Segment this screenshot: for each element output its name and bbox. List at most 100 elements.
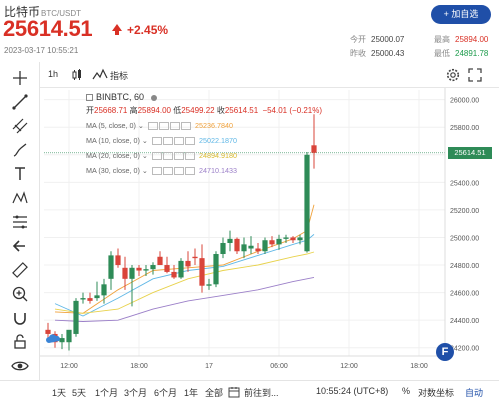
candle-body[interactable] (45, 329, 51, 334)
collapse-icon[interactable] (86, 94, 93, 102)
candle-body[interactable] (143, 269, 149, 271)
candle-body[interactable] (227, 238, 233, 243)
candle-body[interactable] (150, 265, 156, 270)
candle-body[interactable] (234, 238, 240, 252)
trend-line-icon[interactable] (10, 92, 30, 112)
candle-body[interactable] (171, 271, 177, 278)
candle-body[interactable] (276, 238, 282, 245)
indicator-icon[interactable] (92, 68, 108, 82)
range-all[interactable]: 全部 (205, 388, 224, 398)
fib-tool-icon[interactable] (10, 212, 30, 232)
candle-body[interactable] (136, 267, 142, 271)
range-3m[interactable]: 3个月 (124, 388, 148, 398)
eye-icon[interactable] (10, 356, 30, 376)
magnet-icon[interactable] (10, 308, 30, 328)
candle-body[interactable] (311, 145, 317, 153)
candle-body[interactable] (262, 240, 268, 252)
interval-selector[interactable]: 1h (48, 69, 59, 79)
candle-body[interactable] (255, 248, 261, 252)
candle-body[interactable] (213, 254, 219, 285)
candle-body[interactable] (206, 284, 212, 286)
price-header: 比特币BTC/USDT 25614.51 +2.45% 2023-03-17 1… (0, 0, 499, 62)
candle-body[interactable] (73, 300, 79, 334)
x-tick-label: 12:00 (340, 363, 358, 370)
candle-body[interactable] (59, 338, 65, 343)
text-tool-icon[interactable] (10, 164, 30, 184)
y-tick-label: 24600.00 (450, 291, 479, 298)
range-1d[interactable]: 1天 (52, 388, 67, 398)
parallel-channel-icon[interactable] (10, 116, 30, 136)
candle-body[interactable] (122, 267, 128, 279)
candle-body[interactable] (199, 258, 205, 286)
cloud-logo-icon (46, 334, 60, 343)
chart-area[interactable]: 26000.0025800.0025600.0025400.0025200.00… (40, 88, 499, 380)
y-tick-label: 24800.00 (450, 263, 479, 270)
status-dot-icon (150, 94, 157, 101)
back-arrow-icon[interactable] (10, 236, 30, 256)
brush-icon[interactable] (10, 140, 30, 160)
indicator-button[interactable]: 指标 (110, 71, 129, 81)
log-toggle[interactable]: 对数坐标 (418, 388, 455, 398)
symbol-legend: BINBTC, 60 (86, 92, 157, 102)
crosshair-icon[interactable] (10, 68, 30, 88)
candle-body[interactable] (129, 267, 135, 279)
candle-body[interactable] (157, 256, 163, 266)
lock-icon[interactable] (10, 332, 30, 352)
candle-body[interactable] (87, 298, 93, 301)
pattern-tool-icon[interactable] (10, 188, 30, 208)
x-tick-label: 18:00 (130, 363, 148, 370)
add-watchlist-button[interactable]: + 加自选 (431, 5, 491, 24)
candle-body[interactable] (164, 265, 170, 272)
range-1m[interactable]: 1个月 (95, 388, 119, 398)
ruler-icon[interactable] (10, 260, 30, 280)
y-tick-label: 25400.00 (450, 180, 479, 187)
candle-body[interactable] (241, 244, 247, 252)
candle-type-icon[interactable] (70, 68, 84, 82)
candle-body[interactable] (304, 154, 310, 252)
calendar-icon[interactable] (228, 386, 240, 398)
y-tick-label: 26000.00 (450, 98, 479, 105)
candle-body[interactable] (185, 260, 191, 267)
ma20-legend[interactable]: MA (20, close, 0) ⌄ 24894.9180 (86, 151, 237, 161)
y-tick-label: 24200.00 (450, 346, 479, 353)
symbol-label: BINBTC, 60 (96, 92, 145, 102)
ma5-legend[interactable]: MA (5, close, 0) ⌄ 25236.7840 (86, 121, 233, 131)
candle-body[interactable] (80, 298, 86, 300)
candle-body[interactable] (66, 329, 72, 343)
range-5d[interactable]: 5天 (72, 388, 87, 398)
settings-icon[interactable] (446, 68, 460, 82)
f-badge-icon[interactable]: F (436, 343, 454, 361)
candle-body[interactable] (115, 255, 121, 266)
fullscreen-icon[interactable] (468, 68, 482, 82)
candle-body[interactable] (220, 242, 226, 255)
candle-body[interactable] (283, 237, 289, 239)
stat-high: 最高 25894.00 (434, 35, 489, 44)
ma10-legend[interactable]: MA (10, close, 0) ⌄ 25022.1870 (86, 136, 237, 146)
ohlc-legend: 开25668.71 高25894.00 低25499.22 收25614.51 … (86, 106, 323, 115)
price-chart[interactable]: 26000.0025800.0025600.0025400.0025200.00… (40, 88, 499, 380)
up-arrow-icon (112, 24, 122, 35)
candle-body[interactable] (248, 245, 254, 249)
candle-body[interactable] (94, 295, 100, 299)
y-tick-label: 25800.00 (450, 125, 479, 132)
candle-body[interactable] (290, 237, 296, 241)
range-bar: 1天 5天 1个月 3个月 6个月 1年 全部 前往到... 10:55:24 … (0, 380, 499, 402)
candle-body[interactable] (178, 260, 184, 278)
ma30-legend[interactable]: MA (30, close, 0) ⌄ 24710.1433 (86, 166, 237, 176)
timestamp: 2023-03-17 10:55:21 (4, 46, 79, 55)
candle-body[interactable] (101, 284, 107, 296)
stat-low: 最低 24891.78 (434, 49, 489, 58)
candle-body[interactable] (269, 240, 275, 245)
goto-button[interactable]: 前往到... (244, 388, 279, 398)
candle-body[interactable] (108, 255, 114, 279)
range-1y[interactable]: 1年 (184, 388, 199, 398)
ma-line-3 (54, 276, 315, 322)
range-6m[interactable]: 6个月 (154, 388, 178, 398)
percent-toggle[interactable]: % (402, 386, 411, 396)
x-tick-label: 06:00 (270, 363, 288, 370)
candle-body[interactable] (192, 256, 198, 259)
zoom-in-icon[interactable] (10, 284, 30, 304)
candle-body[interactable] (297, 237, 303, 241)
auto-toggle[interactable]: 自动 (465, 388, 484, 398)
ma-line-0 (54, 204, 315, 314)
